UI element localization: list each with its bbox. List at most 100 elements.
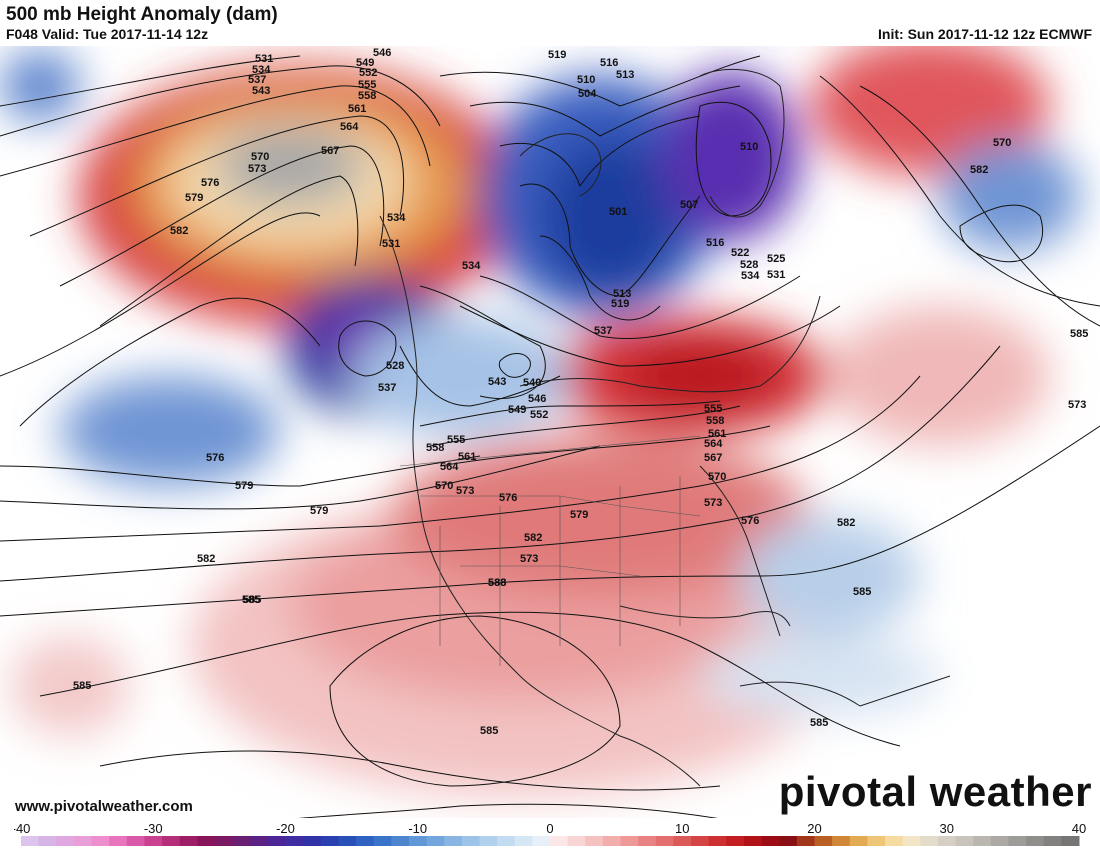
contour-label: 534 xyxy=(741,270,760,282)
colorbar-swatch xyxy=(550,836,569,846)
colorbar-swatch xyxy=(91,836,110,846)
contour-label: 552 xyxy=(530,409,548,421)
colorbar-swatch xyxy=(461,836,480,846)
colorbar-swatch xyxy=(743,836,763,846)
colorbar-swatch xyxy=(708,836,727,846)
colorbar-swatch xyxy=(761,836,780,846)
contour-label: 540 xyxy=(523,377,541,389)
contour-label: 570 xyxy=(993,137,1011,149)
contour-label: 576 xyxy=(206,452,224,464)
contour-label: 528 xyxy=(386,360,404,372)
colorbar-swatch xyxy=(373,836,392,846)
colorbar-swatch xyxy=(902,836,921,846)
contour-label: 555 xyxy=(447,434,465,446)
colorbar-swatch xyxy=(109,836,128,846)
valid-time: F048 Valid: Tue 2017-11-14 12z xyxy=(6,26,209,42)
colorbar-swatch xyxy=(267,836,286,846)
header: 500 mb Height Anomaly (dam) F048 Valid: … xyxy=(0,0,1100,46)
colorbar-tick-label: 0 xyxy=(546,822,553,836)
colorbar-swatch xyxy=(356,836,375,846)
contour-label: 519 xyxy=(611,298,629,310)
contour-label: 564 xyxy=(340,121,359,133)
contour-label: 585 xyxy=(1070,328,1088,340)
colorbar-tick-label: 20 xyxy=(807,822,821,836)
contour-label: 534 xyxy=(462,260,481,272)
colorbar-swatch xyxy=(38,836,57,846)
contour-label: 579 xyxy=(235,480,253,492)
contour-label: 570 xyxy=(251,151,269,163)
contour-label: 531 xyxy=(382,238,400,250)
contour-label: 519 xyxy=(548,49,566,61)
colorbar-ticks: -40 -30 -20 -10 0 10 20 30 40 xyxy=(14,822,1086,836)
colorbar-swatch xyxy=(426,836,445,846)
colorbar-tick-label: -10 xyxy=(408,822,427,836)
website-link[interactable]: www.pivotalweather.com xyxy=(15,798,193,815)
colorbar-swatch xyxy=(920,836,939,846)
contour-label: 585 xyxy=(243,594,261,606)
contour-label: 558 xyxy=(426,442,444,454)
colorbar-tick-label: -30 xyxy=(144,822,163,836)
contour-label: 507 xyxy=(680,199,698,211)
contour-label: 582 xyxy=(837,517,855,529)
colorbar-swatch xyxy=(1008,836,1027,846)
contour-label: 573 xyxy=(456,485,474,497)
contour-label: 531 xyxy=(255,53,273,65)
contour-label: 582 xyxy=(524,532,542,544)
colorbar-swatch xyxy=(973,836,992,846)
contour-label: 576 xyxy=(741,515,759,527)
colorbar-swatch xyxy=(849,836,868,846)
colorbar-swatch xyxy=(497,836,516,846)
contour-label: 537 xyxy=(248,74,266,86)
colorbar-swatch xyxy=(655,836,674,846)
colorbar-swatch xyxy=(408,836,428,846)
height-contours xyxy=(0,55,1100,818)
colorbar-swatch xyxy=(602,836,622,846)
contour-label-layer: 5465315345375435495525555585615645675705… xyxy=(73,47,1088,737)
colorbar-tick-label: 30 xyxy=(940,822,954,836)
contour-label: 585 xyxy=(810,717,828,729)
contour-label: 579 xyxy=(185,192,203,204)
contour-label: 543 xyxy=(488,376,506,388)
contour-label: 582 xyxy=(197,553,215,565)
colorbar-swatch xyxy=(126,836,145,846)
colorbar-tick-label: -20 xyxy=(276,822,295,836)
anomaly-colorbar: -40 -30 -20 -10 0 10 20 30 40 xyxy=(14,822,1086,846)
contour-label: 582 xyxy=(970,164,988,176)
contour-label: 534 xyxy=(387,212,406,224)
colorbar-swatch xyxy=(832,836,851,846)
contour-label: 516 xyxy=(706,237,724,249)
colorbar-swatch xyxy=(1043,836,1062,846)
anomaly-map: 5465315345375435495525555585615645675705… xyxy=(0,46,1100,818)
map-title: 500 mb Height Anomaly (dam) xyxy=(6,4,278,25)
colorbar-swatch xyxy=(638,836,657,846)
contour-label: 558 xyxy=(706,415,724,427)
contour-label: 513 xyxy=(616,69,634,81)
contour-label: 588 xyxy=(488,577,506,589)
contour-label: 567 xyxy=(704,452,722,464)
contour-label: 564 xyxy=(704,438,723,450)
contour-label: 513 xyxy=(613,288,631,300)
contour-label: 567 xyxy=(321,145,339,157)
colorbar-swatch xyxy=(179,836,198,846)
colorbar-swatch xyxy=(796,836,815,846)
colorbar-swatch xyxy=(937,836,957,846)
contour-label: 576 xyxy=(499,492,517,504)
colorbar-swatch xyxy=(303,836,322,846)
colorbar-swatch xyxy=(479,836,498,846)
colorbar-swatch xyxy=(779,836,798,846)
pivotal-weather-logo: pivotal weather xyxy=(778,768,1092,815)
contour-label: 525 xyxy=(767,253,785,265)
contour-label: 558 xyxy=(358,90,376,102)
colorbar-swatch xyxy=(73,836,93,846)
political-borders xyxy=(399,435,701,666)
contour-label: 579 xyxy=(570,509,588,521)
contour-label: 537 xyxy=(594,325,612,337)
contour-label: 573 xyxy=(1068,399,1086,411)
contour-label: 543 xyxy=(252,85,270,97)
contour-label: 501 xyxy=(609,206,627,218)
colorbar-swatch xyxy=(444,836,463,846)
colorbar-swatch xyxy=(567,836,586,846)
colorbar-swatch xyxy=(320,836,339,846)
contour-label: 510 xyxy=(740,141,758,153)
anomaly-shading xyxy=(0,46,1080,796)
